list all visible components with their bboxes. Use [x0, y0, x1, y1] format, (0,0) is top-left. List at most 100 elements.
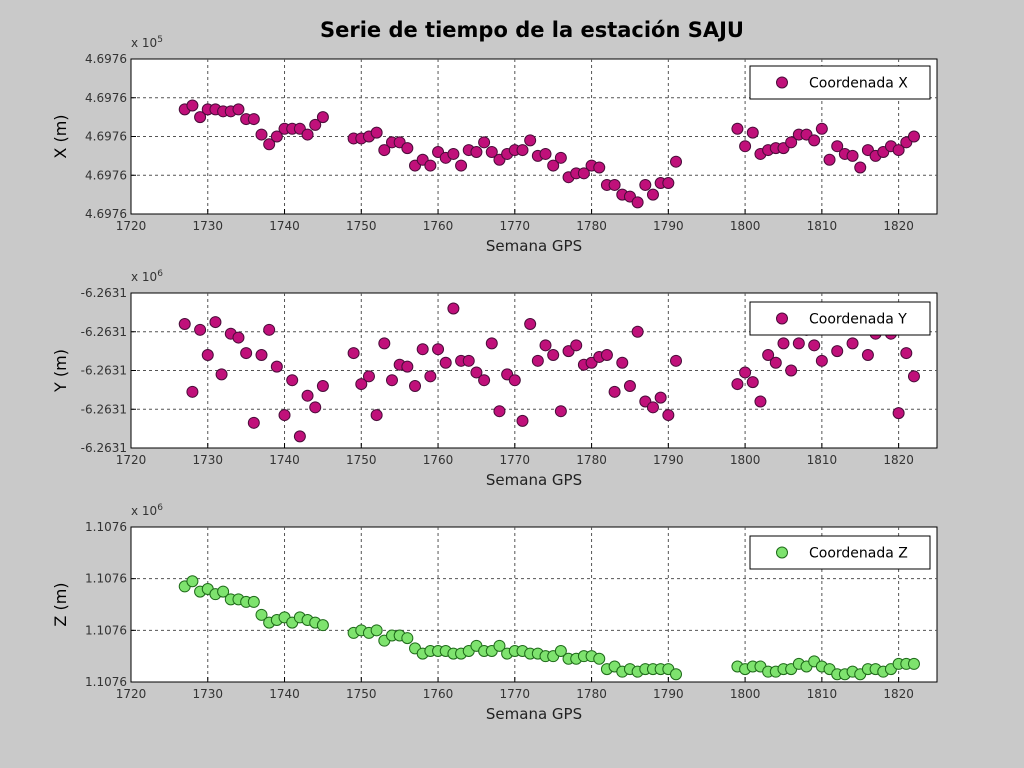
x-tick-label: 1770	[500, 219, 531, 233]
y-tick-label: 1.1076	[85, 623, 127, 637]
data-point	[316, 111, 329, 124]
y-tick-label: 1.1076	[85, 572, 127, 586]
data-point	[892, 144, 905, 157]
data-point	[531, 354, 544, 367]
x-tick-label: 1780	[576, 453, 607, 467]
x-tick-label: 1760	[423, 687, 454, 701]
data-point	[447, 302, 460, 315]
data-point	[670, 668, 683, 681]
data-point	[478, 136, 491, 149]
data-point	[278, 409, 291, 422]
x-tick-label: 1810	[807, 687, 838, 701]
y-tick-label: 4.6976	[85, 207, 127, 221]
x-tick-label: 1790	[653, 219, 684, 233]
legend-label: Coordenada Z	[809, 546, 908, 562]
x-tick-label: 1760	[423, 219, 454, 233]
data-point	[577, 167, 590, 180]
data-point	[547, 159, 560, 172]
x-tick-label: 1820	[883, 453, 914, 467]
data-point	[270, 360, 283, 373]
data-point	[608, 385, 621, 398]
data-point	[785, 364, 798, 377]
data-point	[547, 349, 560, 361]
data-point	[316, 619, 329, 632]
x-tick-label: 1740	[269, 219, 300, 233]
legend: Coordenada Z	[749, 535, 931, 570]
data-point	[301, 389, 314, 402]
data-point	[762, 349, 775, 361]
data-point	[554, 151, 567, 164]
data-point	[370, 624, 383, 637]
data-point	[485, 146, 498, 158]
x-tick-label: 1770	[500, 687, 531, 701]
data-point	[370, 409, 383, 422]
data-point	[815, 354, 828, 367]
data-point	[401, 632, 414, 645]
x-tick-label: 1800	[730, 219, 761, 233]
y-tick-label: 1.1076	[85, 520, 127, 534]
data-point	[524, 134, 537, 147]
data-point	[362, 370, 375, 383]
data-point	[554, 645, 567, 657]
data-point	[439, 356, 452, 369]
data-point	[270, 130, 283, 143]
data-point	[493, 405, 506, 418]
data-point	[654, 391, 667, 404]
data-point	[808, 134, 821, 147]
x-tick-label: 1730	[192, 687, 223, 701]
data-point	[378, 144, 391, 157]
axis-exponent: x 106	[131, 269, 163, 284]
data-point	[309, 401, 322, 414]
data-point	[554, 405, 567, 418]
data-point	[240, 347, 253, 360]
data-point	[385, 374, 398, 387]
data-point	[263, 323, 276, 336]
data-point	[739, 366, 752, 379]
data-point	[462, 354, 475, 367]
data-point	[516, 414, 529, 427]
data-point	[370, 126, 383, 139]
data-point	[378, 337, 391, 350]
data-point	[309, 118, 322, 131]
chart-panel-y: 1720 1730 1740 1750 1760 1770 1780 1790 1800 1810…	[51, 269, 938, 489]
data-point	[861, 349, 874, 361]
x-tick-label: 1810	[807, 219, 838, 233]
data-point	[631, 196, 644, 209]
data-point	[409, 380, 422, 392]
legend-marker	[776, 312, 788, 325]
data-point	[539, 147, 552, 160]
data-point	[316, 380, 329, 392]
y-axis-label: X (m)	[51, 114, 70, 158]
data-point	[286, 374, 299, 387]
data-point	[593, 161, 606, 174]
data-point	[754, 395, 767, 408]
data-point	[255, 608, 268, 621]
data-point	[815, 122, 828, 135]
data-point	[907, 657, 920, 670]
data-point	[255, 128, 268, 141]
x-tick-label: 1750	[346, 687, 377, 701]
x-tick-label: 1750	[346, 219, 377, 233]
data-point	[593, 652, 606, 665]
axis-exponent: x 106	[131, 503, 163, 518]
data-point	[731, 122, 744, 135]
data-point	[808, 339, 821, 352]
x-tick-label: 1740	[269, 453, 300, 467]
data-point	[355, 378, 368, 391]
data-point	[470, 366, 483, 379]
data-point	[186, 575, 199, 588]
data-point	[178, 318, 191, 330]
data-point	[608, 178, 621, 191]
x-tick-label: 1750	[346, 453, 377, 467]
data-point	[215, 368, 228, 381]
y-tick-label: -6.2631	[81, 325, 127, 339]
data-point	[600, 349, 613, 361]
x-tick-label: 1820	[883, 219, 914, 233]
data-point	[485, 337, 498, 350]
data-point	[301, 128, 314, 141]
data-point	[217, 585, 230, 598]
y-tick-label: 4.6976	[85, 130, 127, 144]
x-tick-label: 1720	[116, 687, 147, 701]
y-tick-label: -6.2631	[81, 286, 127, 300]
data-point	[424, 159, 437, 172]
